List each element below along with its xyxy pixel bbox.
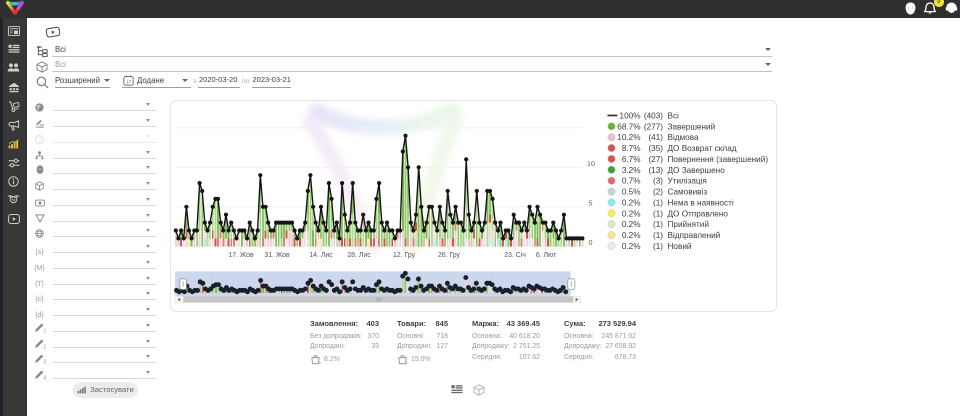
svg-text:(3): (3)	[653, 177, 663, 186]
svg-text:%: %	[406, 361, 408, 365]
svg-text:10.2%: 10.2%	[617, 133, 640, 142]
svg-text:5: 5	[589, 199, 593, 208]
svg-text:0.2%: 0.2%	[622, 220, 641, 229]
svg-text:%: %	[319, 361, 321, 365]
svg-text:23. Січ: 23. Січ	[504, 251, 526, 259]
svg-text:100%: 100%	[620, 111, 641, 120]
svg-text:(277): (277)	[644, 122, 663, 131]
svg-text:(403): (403)	[644, 111, 663, 120]
svg-text:(2): (2)	[653, 188, 663, 197]
svg-text:Відмова: Відмова	[668, 133, 699, 142]
svg-text:0.5%: 0.5%	[622, 188, 641, 197]
svg-text:0: 0	[589, 238, 593, 247]
svg-text:Утилізація: Утилізація	[668, 177, 707, 186]
svg-text:2: 2	[43, 344, 46, 349]
svg-text:Всі: Всі	[668, 111, 680, 120]
svg-text:(1): (1)	[653, 209, 663, 218]
svg-text:Завершений: Завершений	[668, 122, 716, 131]
svg-text:14. Лис: 14. Лис	[309, 252, 333, 259]
svg-text:1: 1	[43, 328, 46, 333]
svg-text:Прийнятий: Прийнятий	[668, 220, 709, 229]
svg-text:68.7%: 68.7%	[617, 122, 640, 131]
svg-text:3: 3	[43, 360, 46, 365]
svg-text:3.2%: 3.2%	[622, 166, 641, 175]
svg-text:Самовивіз: Самовивіз	[668, 188, 708, 197]
svg-text:(35): (35)	[648, 144, 663, 153]
svg-text:(1): (1)	[653, 220, 663, 229]
svg-text:ДО Возврат склад: ДО Возврат склад	[668, 144, 737, 153]
svg-text:?: ?	[38, 138, 42, 144]
svg-text:0.2%: 0.2%	[622, 242, 641, 251]
svg-text:(27): (27)	[648, 155, 663, 164]
svg-text:(41): (41)	[648, 133, 663, 142]
svg-text:12. Гру: 12. Гру	[393, 252, 416, 259]
svg-text:Відправлений: Відправлений	[668, 231, 721, 240]
svg-text:0.7%: 0.7%	[622, 177, 641, 186]
svg-text:10: 10	[587, 159, 595, 168]
svg-text:17. Жов: 17. Жов	[228, 252, 254, 259]
svg-text:6. Лют: 6. Лют	[536, 252, 557, 259]
svg-text:ДО Завершено: ДО Завершено	[668, 166, 726, 175]
svg-text:0.2%: 0.2%	[622, 198, 641, 207]
svg-text:28. Лис: 28. Лис	[347, 252, 371, 259]
svg-text:Повернення (завершений): Повернення (завершений)	[668, 155, 769, 164]
svg-text:Нема в наявності: Нема в наявності	[668, 198, 734, 207]
svg-text:26. Гру: 26. Гру	[438, 252, 461, 259]
svg-text:(1): (1)	[653, 231, 663, 240]
svg-text:4: 4	[43, 376, 46, 381]
svg-text:17: 17	[126, 79, 132, 84]
svg-text:(1): (1)	[653, 242, 663, 251]
svg-text:(13): (13)	[648, 166, 663, 175]
svg-text:Новий: Новий	[668, 242, 692, 251]
svg-text:31. Жов: 31. Жов	[264, 252, 290, 259]
svg-text:6.7%: 6.7%	[622, 155, 641, 164]
svg-text:0.2%: 0.2%	[622, 209, 641, 218]
svg-text:0.2%: 0.2%	[622, 231, 641, 240]
svg-text:(1): (1)	[653, 198, 663, 207]
svg-text:ДО Отправлено: ДО Отправлено	[668, 209, 729, 218]
svg-text:8.7%: 8.7%	[622, 144, 641, 153]
